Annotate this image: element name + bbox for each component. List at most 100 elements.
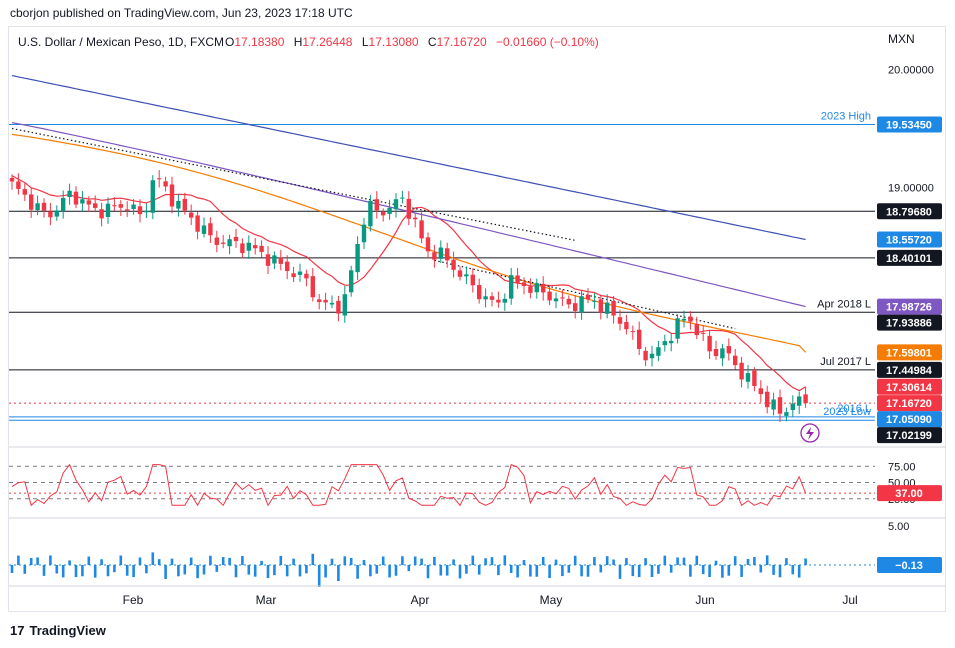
histogram-bar	[42, 565, 46, 576]
candle-body	[323, 299, 328, 303]
price-tag	[877, 344, 942, 361]
histogram-bar	[516, 565, 519, 578]
price-tag	[877, 203, 942, 220]
chart-canvas[interactable]: 2023 High Apr 2018 L Jul 2017 L 2016 L2023 …	[0, 0, 955, 620]
candle-body	[361, 224, 367, 243]
histogram-bar	[106, 565, 110, 577]
histogram-bar	[759, 565, 763, 573]
candle-body	[349, 270, 354, 293]
histogram-bar	[682, 557, 686, 565]
histogram-bar	[413, 556, 417, 565]
histogram-bar	[420, 558, 423, 565]
high-label: H	[294, 35, 303, 49]
candle-body	[739, 362, 744, 380]
candle-body	[265, 254, 271, 266]
histogram-bar	[177, 565, 180, 577]
histogram-bar	[535, 565, 539, 577]
candle-body	[521, 282, 527, 287]
candle-body	[240, 243, 245, 254]
x-tick-label: Jul	[842, 593, 857, 607]
y-tick-label: 20.00000	[888, 65, 934, 77]
candle-body	[86, 200, 91, 205]
candle-body	[566, 299, 571, 305]
candle-body	[425, 237, 431, 252]
histogram-bar	[349, 557, 353, 565]
histogram-bar	[804, 558, 807, 565]
level-label: Jul 2017 L	[820, 356, 871, 368]
moving-average-line	[11, 74, 806, 241]
histogram-bar	[637, 565, 641, 577]
low-value: 17.13080	[369, 35, 419, 49]
candle-body	[208, 223, 213, 236]
histogram-bar	[324, 565, 327, 578]
candle-body	[617, 317, 623, 324]
histogram-bar	[452, 559, 455, 565]
candle-body	[381, 211, 386, 216]
ohlc-values: O17.18380 H17.26448 L17.13080 C17.16720 …	[225, 35, 599, 49]
candle-body	[35, 203, 40, 211]
histogram-bar	[554, 559, 558, 565]
candle-body	[80, 199, 85, 204]
tradingview-footer[interactable]: 17 TradingView	[10, 623, 106, 638]
chart-frame	[8, 26, 946, 612]
histogram-bar	[676, 557, 679, 565]
candle-body	[201, 225, 207, 234]
candle-body	[182, 198, 187, 211]
histogram-bar	[497, 565, 500, 576]
histogram-bar	[439, 565, 443, 576]
candle-body	[342, 294, 347, 316]
oscillator-line	[11, 463, 807, 507]
candle-body	[560, 297, 565, 299]
candle-body	[118, 204, 123, 208]
candle-body	[611, 300, 616, 316]
candle-body	[803, 394, 808, 404]
tradingview-logo-text: TradingView	[29, 623, 106, 638]
histogram-bar	[356, 565, 359, 579]
candle-body	[733, 355, 738, 366]
price-tag-text: 17.93886	[886, 318, 932, 330]
candle-body	[310, 276, 315, 298]
candle-body	[592, 300, 597, 302]
candle-body	[285, 261, 290, 272]
histogram-bar	[605, 556, 609, 565]
histogram-bar	[529, 565, 532, 577]
price-axis: 20.00000 19.00000 19.53450 18.79680 18.55720…	[9, 65, 946, 587]
histogram-bar	[260, 560, 263, 565]
candle-body	[720, 348, 725, 359]
candle-body	[131, 204, 136, 210]
candle-body	[681, 318, 687, 321]
histogram-bar	[145, 565, 148, 574]
histogram-bar	[317, 565, 321, 587]
candle-body	[541, 283, 546, 293]
candle-body	[483, 296, 488, 300]
close-label: C	[428, 35, 437, 49]
candle-body	[598, 299, 603, 313]
candle-body	[112, 205, 117, 207]
candle-body	[438, 247, 443, 259]
histogram-bar	[189, 557, 193, 565]
open-label: O	[225, 35, 234, 49]
lightning-icon[interactable]	[800, 423, 820, 443]
histogram-bar	[381, 556, 385, 565]
histogram-bar	[625, 558, 628, 565]
histogram-bar	[484, 558, 487, 565]
histogram-bar	[311, 553, 315, 565]
histogram-bar	[241, 556, 244, 565]
level-label: 2023 Low	[823, 406, 871, 418]
histogram-bar	[567, 565, 571, 573]
level-label: Apr 2018 L	[817, 298, 871, 310]
histogram-bar	[164, 565, 167, 579]
price-tag-text: 17.02199	[886, 430, 932, 442]
histogram-bar	[253, 565, 257, 577]
histogram-bar	[695, 555, 699, 565]
candle-body	[547, 291, 552, 301]
histogram-bar	[100, 559, 103, 565]
histogram-bar	[221, 557, 225, 565]
price-tag	[877, 395, 942, 412]
histogram-bar	[746, 558, 750, 565]
candle-body	[777, 397, 783, 414]
price-tag	[877, 249, 942, 266]
histogram-bar	[753, 556, 756, 565]
candle-body	[163, 181, 168, 187]
price-tag-text: 18.55720	[886, 235, 932, 247]
